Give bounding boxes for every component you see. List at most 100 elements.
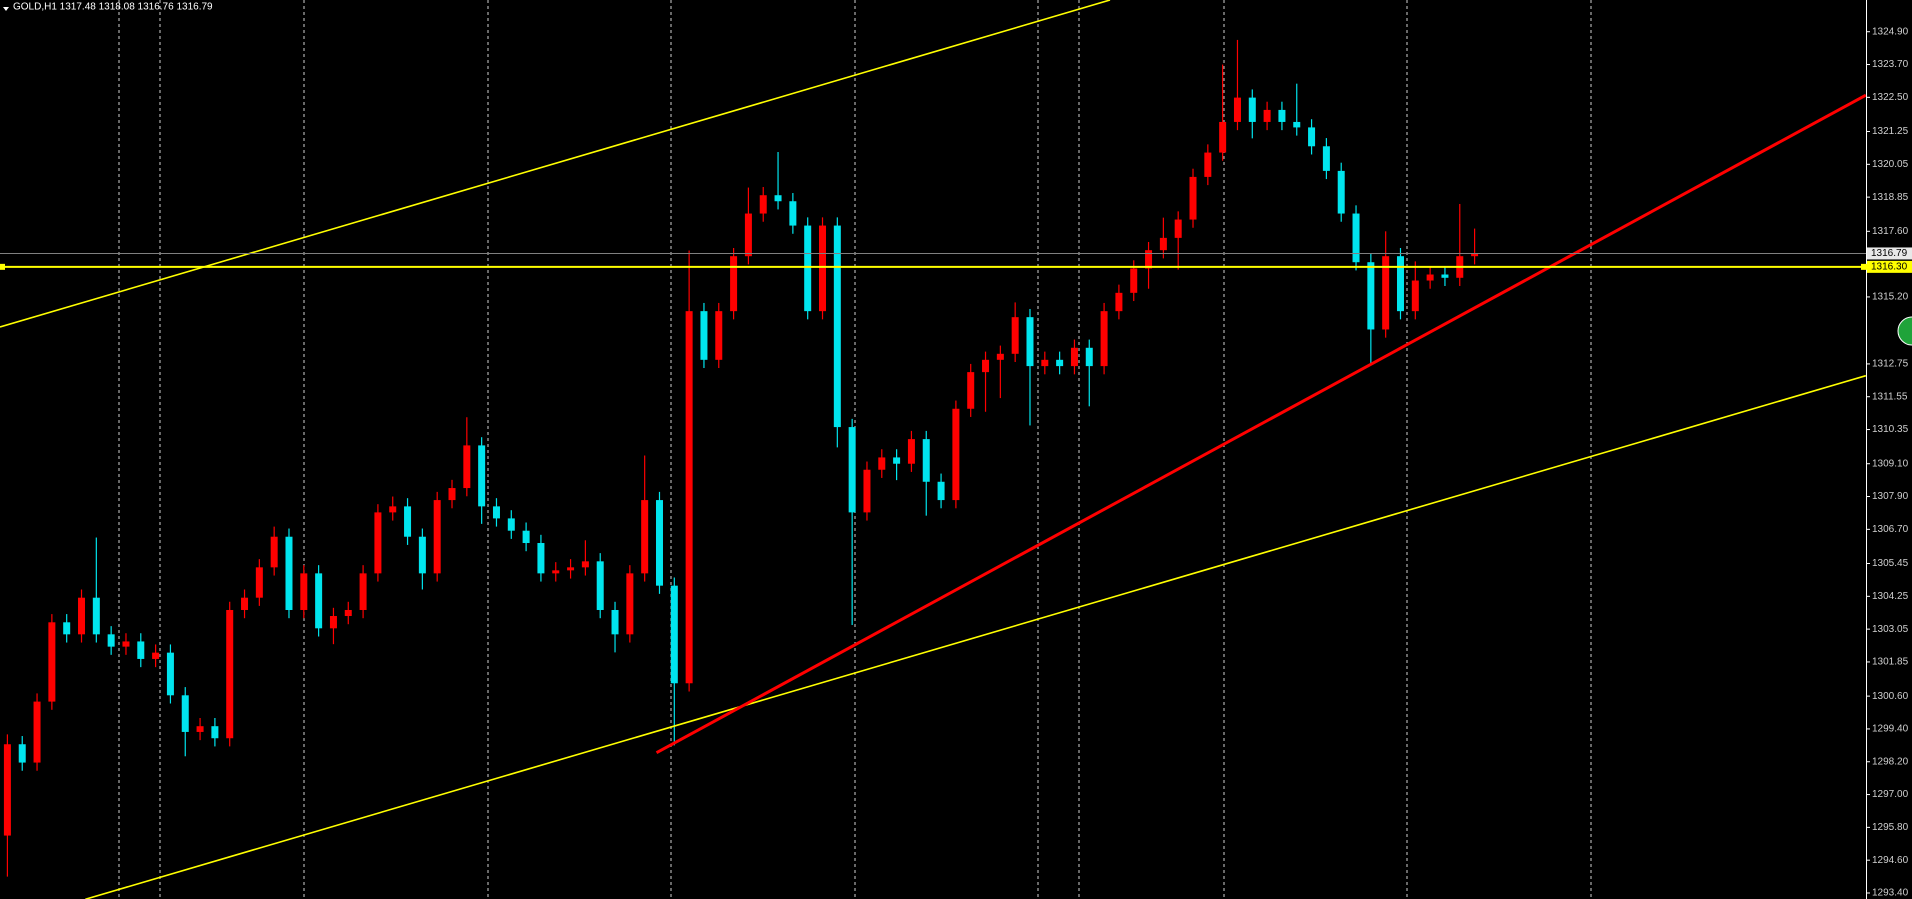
candle-body xyxy=(804,225,812,312)
candle-body xyxy=(744,213,752,257)
candle-body xyxy=(255,567,263,598)
candle-body xyxy=(389,506,397,513)
candles xyxy=(3,39,1479,877)
y-tick-label: 1311.55 xyxy=(1872,391,1908,402)
candle-body xyxy=(922,439,930,482)
candle-body xyxy=(315,573,323,629)
candle-body xyxy=(907,439,915,464)
y-tick-label: 1297.00 xyxy=(1872,789,1909,800)
candle-body xyxy=(152,652,160,659)
candle-body xyxy=(1115,292,1123,312)
y-tick-label: 1294.60 xyxy=(1872,855,1909,866)
candle-body xyxy=(1411,280,1419,312)
candle-body xyxy=(685,311,693,684)
candle-body xyxy=(893,457,901,464)
candle-body xyxy=(700,311,708,360)
candle-body xyxy=(1471,253,1479,257)
chart-header: GOLD,H1 1317.48 1318.08 1316.76 1316.79 xyxy=(13,2,213,13)
y-tick-label: 1315.20 xyxy=(1872,292,1909,303)
candle-body xyxy=(1278,109,1286,122)
candle-body xyxy=(92,597,100,635)
candle-body xyxy=(478,445,486,507)
candle-body xyxy=(522,530,530,544)
candle-body xyxy=(63,622,71,635)
candle-body xyxy=(848,427,856,513)
candle-body xyxy=(1248,97,1256,122)
y-tick-label: 1318.85 xyxy=(1872,192,1909,203)
candle-body xyxy=(641,500,649,574)
candle-body xyxy=(1100,311,1108,367)
candle-body xyxy=(1352,213,1360,263)
candle-body xyxy=(137,641,145,659)
candle-body xyxy=(196,726,204,732)
candle-body xyxy=(226,609,234,739)
candle-body xyxy=(581,561,589,568)
candle-body xyxy=(1085,347,1093,367)
candle-body xyxy=(1337,170,1345,214)
price-label-box xyxy=(1867,247,1912,260)
candle-body xyxy=(507,518,515,531)
candle-body xyxy=(492,506,500,519)
candle-body xyxy=(211,726,219,739)
candle-body xyxy=(863,469,871,513)
candle-body xyxy=(1159,237,1167,251)
badge xyxy=(1897,316,1912,346)
y-tick-label: 1304.25 xyxy=(1872,591,1909,602)
y-tick-label: 1306.70 xyxy=(1872,524,1909,535)
candle-body xyxy=(107,634,115,647)
candle-body xyxy=(1011,317,1019,354)
header-arrow xyxy=(3,7,9,11)
trendline xyxy=(655,93,1867,755)
y-tick-label: 1310.35 xyxy=(1872,424,1909,435)
candle-body xyxy=(374,512,382,574)
candle-body xyxy=(241,597,249,610)
y-tick-label: 1317.60 xyxy=(1872,226,1909,237)
candle-body xyxy=(1367,262,1375,330)
candle-body xyxy=(537,543,545,574)
candle-body xyxy=(1263,109,1271,122)
candle-body xyxy=(359,573,367,610)
candle-body xyxy=(878,457,886,470)
candle-body xyxy=(1174,219,1182,238)
price-label: 1316.30 xyxy=(1871,261,1908,272)
candle-body xyxy=(626,573,634,635)
candle-body xyxy=(270,536,278,568)
candle-body xyxy=(996,353,1004,360)
candle-body xyxy=(596,561,604,610)
candle-body xyxy=(967,372,975,409)
candle-body xyxy=(33,701,41,763)
y-tick-label: 1323.70 xyxy=(1872,59,1909,70)
y-tick-label: 1324.90 xyxy=(1872,26,1909,37)
candle-body xyxy=(1426,274,1434,281)
candle-body xyxy=(1293,121,1301,128)
candle-body xyxy=(329,616,337,629)
candle-body xyxy=(1204,152,1212,177)
candle-body xyxy=(166,652,174,696)
candle-body xyxy=(1396,256,1404,312)
candle-body xyxy=(78,597,86,635)
candle-body xyxy=(344,609,352,617)
candle-body xyxy=(285,536,293,610)
y-tick-label: 1307.90 xyxy=(1872,491,1909,502)
candle-body xyxy=(463,445,471,489)
candle-body xyxy=(774,195,782,202)
y-tick-label: 1299.40 xyxy=(1872,724,1909,735)
candle-body xyxy=(552,570,560,574)
candle-body xyxy=(1441,274,1449,278)
y-tick-label: 1303.05 xyxy=(1872,624,1909,635)
candle-body xyxy=(1070,347,1078,367)
candle-body xyxy=(1056,359,1064,367)
candle-body xyxy=(1308,127,1316,147)
candle-body xyxy=(759,195,767,214)
y-tick-label: 1295.80 xyxy=(1872,822,1909,833)
candle-body xyxy=(300,573,308,610)
candle-body xyxy=(1233,97,1241,122)
y-tick-label: 1305.45 xyxy=(1872,558,1909,569)
price-label: 1316.79 xyxy=(1871,248,1908,259)
candle-body xyxy=(1130,268,1138,293)
candle-body xyxy=(715,311,723,360)
candle-body xyxy=(1219,121,1227,153)
trendline xyxy=(0,0,1111,328)
candle-body xyxy=(48,622,56,702)
